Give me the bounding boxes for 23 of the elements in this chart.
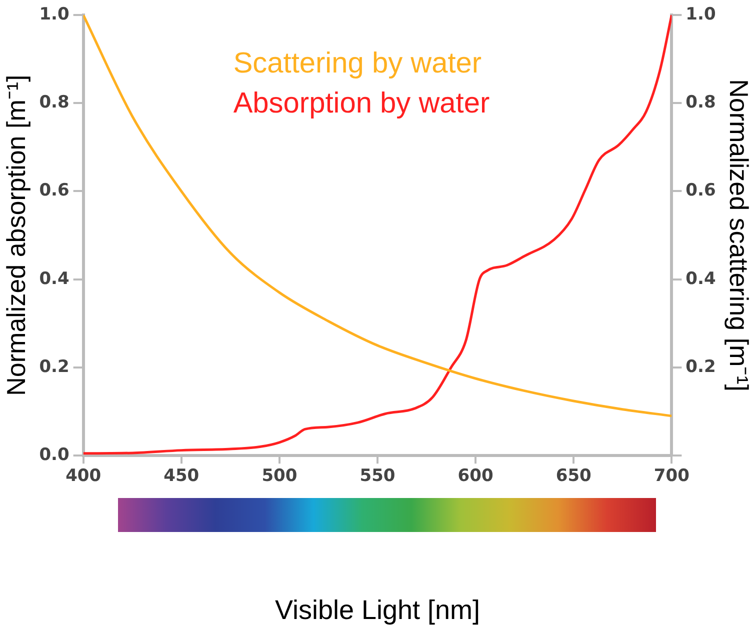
text: Scattering by water [233, 48, 482, 80]
y2-tick-label: 0.8 [686, 92, 716, 113]
x-tick-label: 650 [556, 466, 592, 486]
y2-tick-label: 1.0 [686, 4, 716, 24]
y-tick-label: 0.2 [39, 356, 70, 377]
y-tick-label: 0.8 [39, 92, 70, 113]
y-tick-label: 0.6 [39, 180, 70, 201]
x-tick-label: 700 [654, 466, 690, 486]
y2-tick-label: 0.2 [686, 356, 716, 377]
x-tick-label: 400 [66, 466, 102, 486]
y2-tick-label: 0.4 [686, 268, 716, 289]
x-axis-title: Visible Light [nm] [274, 595, 482, 626]
y-tick-label: 1.0 [39, 4, 70, 24]
text: Absorption by water [233, 88, 490, 120]
y2-axis-title: Normalized scattering [m⁻¹] [724, 79, 754, 392]
x-tick-label: 450 [164, 466, 200, 486]
x-tick-label: 550 [360, 466, 396, 486]
y-tick-label: 0.4 [39, 268, 70, 289]
x-tick-label: 500 [262, 466, 298, 486]
y-axis-title: Normalized absorption [m⁻¹] [0, 74, 31, 396]
y-tick-label: 0.0 [39, 445, 70, 466]
y2-tick-label: 0.6 [686, 180, 716, 201]
x-tick-label: 600 [458, 466, 494, 486]
